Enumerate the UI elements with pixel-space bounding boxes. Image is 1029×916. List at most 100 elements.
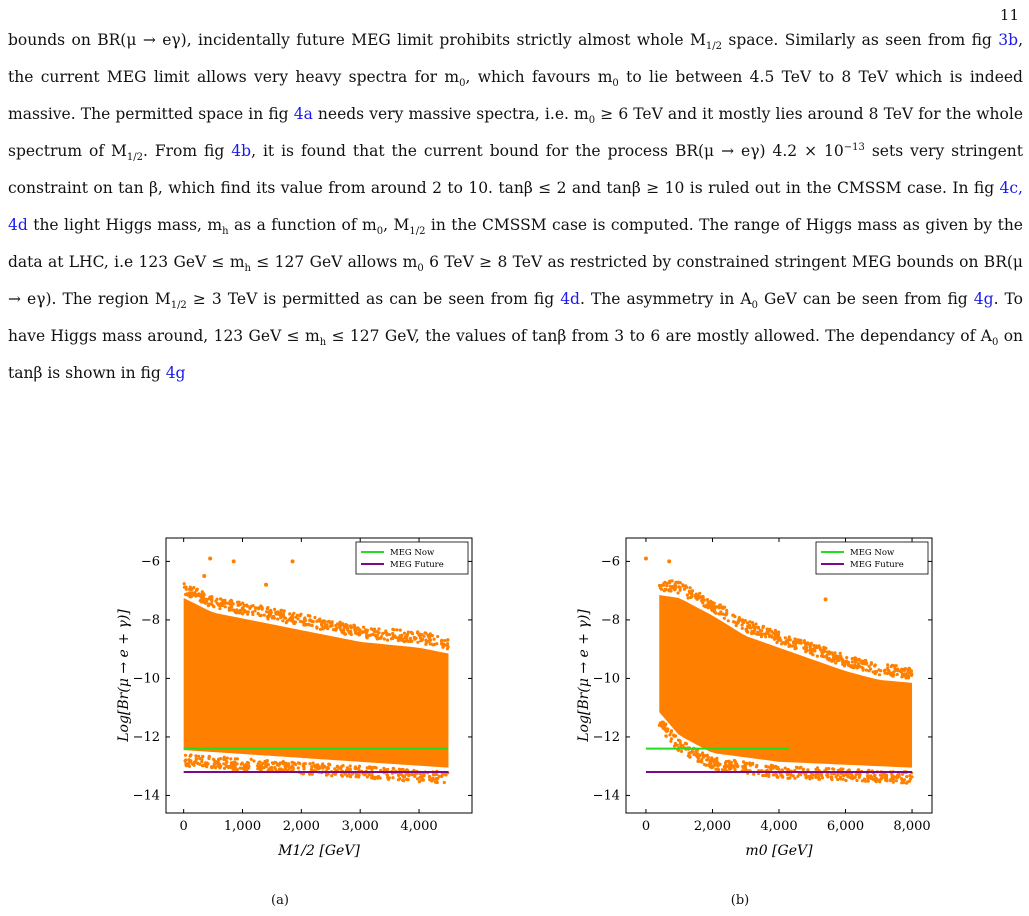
scatter-point (727, 765, 731, 769)
figure-ref-4d[interactable]: 4d (560, 290, 580, 308)
scatter-point (385, 631, 389, 636)
scatter-point (700, 599, 704, 603)
x-tick-label: 0 (180, 819, 188, 834)
scatter-point (819, 773, 823, 777)
scatter-point (698, 753, 702, 758)
scatter-outlier (823, 597, 828, 602)
scatter-point (658, 721, 662, 725)
scatter-point (886, 663, 890, 667)
x-tick-label: 4,000 (760, 819, 797, 834)
scatter-point (853, 658, 857, 662)
scatter-point (224, 764, 228, 768)
legend-label: MEG Now (850, 548, 895, 558)
scatter-point (330, 774, 334, 778)
figure-ref-4g-second[interactable]: 4g (165, 364, 186, 382)
scatter-point (245, 768, 249, 772)
scatter-point (244, 764, 248, 768)
figure-ref-4g[interactable]: 4g (973, 290, 994, 308)
scatter-point (441, 645, 445, 649)
scatter-point (811, 647, 815, 651)
scatter-point (245, 603, 249, 607)
scatter-point (668, 581, 672, 585)
scatter-point (303, 617, 307, 621)
scatter-point (195, 587, 199, 591)
scatter-point (241, 612, 245, 616)
scatter-point (818, 648, 823, 652)
figure-ref-4a[interactable]: 4a (293, 105, 313, 123)
scatter-point (886, 668, 890, 672)
scatter-point (701, 751, 705, 755)
scatter-point (749, 626, 753, 630)
figure-ref-4b[interactable]: 4b (231, 142, 252, 160)
y-tick-label: −14 (133, 788, 160, 803)
scatter-point (210, 766, 214, 770)
scatter-point (894, 779, 898, 783)
scatter-point (396, 638, 400, 643)
scatter-point (223, 598, 227, 602)
legend-box (815, 541, 929, 575)
scatter-point (694, 750, 698, 754)
scatter-point (908, 777, 913, 781)
scatter-point (196, 761, 200, 765)
scatter-point (285, 764, 289, 768)
scatter-point (207, 755, 211, 760)
scatter-point (381, 632, 385, 636)
scatter-outlier (208, 556, 213, 561)
scatter-point (809, 651, 813, 655)
scatter-point (282, 609, 286, 613)
scatter-point (348, 624, 353, 628)
scatter-point (339, 767, 343, 771)
scatter-point (197, 592, 201, 596)
scatter-point (858, 774, 862, 778)
scatter-point (725, 608, 729, 612)
figure-ref-3b[interactable]: 3b (998, 31, 1019, 49)
scatter-point (896, 667, 900, 671)
scatter-point (218, 607, 222, 611)
scatter-point (262, 766, 266, 770)
scatter-point (783, 766, 787, 770)
scatter-point (341, 764, 345, 768)
scatter-outlier (290, 559, 295, 564)
scatter-point (674, 584, 678, 588)
scatter-point (199, 595, 203, 599)
scatter-point (871, 670, 875, 674)
scatter-point (338, 624, 342, 628)
scatter-point (672, 744, 677, 748)
scatter-point (814, 767, 818, 771)
scatter-point (391, 627, 395, 631)
scatter-point (798, 640, 802, 644)
scatter-point (266, 763, 270, 767)
legend-label: MEG Future (390, 560, 444, 570)
scatter-point (437, 774, 441, 778)
scatter-point (814, 772, 818, 776)
scatter-point (385, 638, 390, 642)
figure-b-scatter-plot: 0 2,000 4,000 6,000 8,000 −14 −12 −10 −8 −6 m0 [Ge… (520, 535, 1000, 865)
scatter-point (183, 753, 188, 757)
scatter-point (214, 599, 218, 603)
scatter-point (672, 733, 676, 737)
scatter-point (812, 644, 816, 648)
scatter-point (373, 633, 377, 637)
scatter-point (240, 761, 244, 765)
scatter-point (402, 631, 406, 635)
scatter-point (682, 587, 686, 591)
scatter-point (399, 638, 403, 642)
scatter-point (815, 654, 819, 658)
scatter-point (808, 643, 812, 647)
scatter-point (776, 765, 780, 769)
scatter-point (908, 774, 912, 778)
figure-ref-4c-4d[interactable]: 4c, 4d (8, 179, 1023, 234)
scatter-point (338, 620, 342, 624)
scatter-point (288, 766, 292, 770)
scatter-point (834, 654, 838, 658)
scatter-point (694, 593, 698, 597)
scatter-point (370, 773, 374, 777)
scatter-point (865, 661, 869, 665)
scatter-point (420, 633, 424, 637)
scatter-point (665, 729, 669, 733)
scatter-point (817, 777, 821, 781)
scatter-point (343, 632, 347, 636)
scatter-point (327, 619, 331, 623)
scatter-point (296, 617, 300, 621)
scatter-point (323, 625, 327, 629)
